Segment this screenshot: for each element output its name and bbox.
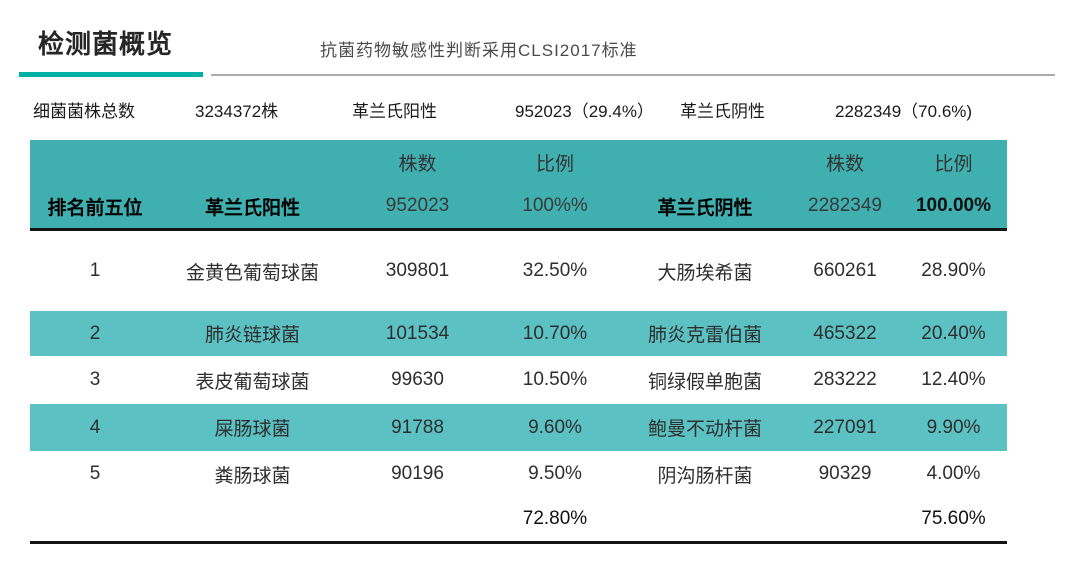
gn-ratio-cell: 28.90% bbox=[921, 260, 986, 281]
table-row-3: 3 表皮葡萄球菌 99630 10.50% 铜绿假单胞菌 283222 12.4… bbox=[30, 356, 1007, 404]
rank-cell: 4 bbox=[89, 416, 101, 438]
gn-ratio-cell: 20.40% bbox=[921, 322, 986, 344]
gn-count-column-label: 株数 bbox=[825, 153, 864, 175]
gn-count-cell: 465322 bbox=[813, 322, 877, 344]
gn-count-cell: 90329 bbox=[818, 463, 872, 484]
gp-ratio-cell: 10.70% bbox=[522, 322, 588, 344]
gp-ratio-cell: 10.50% bbox=[522, 369, 588, 390]
gn-name-cell: 阴沟肠杆菌 bbox=[657, 465, 753, 487]
rank-cell: 1 bbox=[89, 260, 101, 281]
gp-name-cell: 屎肠球菌 bbox=[214, 419, 291, 440]
gram-negative-total-count: 2282349 bbox=[808, 195, 882, 216]
summary-gram-negative-value: 2282349（70.6%) bbox=[835, 102, 973, 121]
summary-gram-negative-label: 革兰氏阴性 bbox=[680, 102, 765, 121]
table-row-5: 5 粪肠球菌 90196 9.50% 阴沟肠杆菌 90329 4.00% bbox=[30, 451, 1007, 497]
summary-total-label: 细菌菌株总数 bbox=[33, 102, 135, 121]
gn-count-cell: 660261 bbox=[813, 260, 877, 281]
table-header-row-labels: 株数 比例 株数 比例 bbox=[30, 140, 1007, 184]
table-header-row-totals: 排名前五位 革兰氏阳性 952023 100%% 革兰氏阴性 2282349 1… bbox=[30, 184, 1007, 228]
summary-gram-positive-label: 革兰氏阳性 bbox=[352, 102, 437, 121]
gp-name-cell: 金黄色葡萄球菌 bbox=[185, 262, 319, 284]
table-header: 株数 比例 株数 比例 排名前五位 革兰氏阳性 952023 100%% 革兰氏… bbox=[30, 140, 1007, 231]
gn-name-cell: 鲍曼不动杆菌 bbox=[647, 419, 762, 440]
table-row-1: 1 金黄色葡萄球菌 309801 32.50% 大肠埃希菌 660261 28.… bbox=[30, 231, 1007, 311]
gram-positive-total-ratio: 100%% bbox=[522, 195, 588, 216]
gp-count-cell: 91788 bbox=[391, 416, 444, 438]
gn-ratio-cell: 4.00% bbox=[926, 463, 981, 484]
top5-bacteria-table: 株数 比例 株数 比例 排名前五位 革兰氏阳性 952023 100%% 革兰氏… bbox=[30, 140, 1007, 544]
gp-ratio-column-label: 比例 bbox=[535, 153, 574, 175]
gp-ratio-cell: 9.50% bbox=[528, 463, 582, 484]
gp-count-cell: 99630 bbox=[391, 369, 444, 390]
gp-count-cell: 101534 bbox=[385, 322, 450, 344]
page-title: 检测菌概览 bbox=[38, 29, 174, 59]
header-divider-line bbox=[211, 74, 1055, 76]
gp-ratio-cell: 32.50% bbox=[522, 260, 588, 281]
gn-count-cell: 227091 bbox=[813, 416, 877, 438]
gn-name-cell: 大肠埃希菌 bbox=[657, 262, 753, 284]
gp-name-cell: 表皮葡萄球菌 bbox=[195, 371, 310, 393]
title-accent-bar bbox=[19, 72, 203, 77]
gp-name-cell: 粪肠球菌 bbox=[214, 465, 291, 487]
summary-gram-positive-value: 952023（29.4%） bbox=[515, 102, 654, 121]
gn-ratio-column-label: 比例 bbox=[934, 153, 973, 175]
gn-ratio-cell: 12.40% bbox=[921, 369, 986, 390]
rank-column-label: 排名前五位 bbox=[47, 197, 143, 219]
gn-count-cell: 283222 bbox=[813, 369, 877, 390]
gn-name-cell: 铜绿假单胞菌 bbox=[647, 371, 762, 393]
gp-count-column-label: 株数 bbox=[398, 153, 437, 175]
gram-negative-total-ratio: 100.00% bbox=[915, 195, 991, 216]
rank-cell: 2 bbox=[89, 322, 101, 344]
rank-cell: 5 bbox=[89, 463, 101, 484]
summary-total-value: 3234372株 bbox=[195, 102, 279, 121]
gn-ratio-sum-cell: 75.60% bbox=[921, 508, 986, 529]
gn-ratio-cell: 9.90% bbox=[926, 416, 981, 438]
gram-negative-group-label: 革兰氏阴性 bbox=[657, 197, 753, 219]
rank-cell: 3 bbox=[89, 369, 101, 390]
gp-ratio-sum-cell: 72.80% bbox=[522, 508, 588, 529]
gp-name-cell: 肺炎链球菌 bbox=[204, 325, 300, 346]
gp-ratio-cell: 9.60% bbox=[528, 416, 582, 438]
page-subtitle: 抗菌药物敏感性判断采用CLSI2017标准 bbox=[320, 41, 638, 60]
gp-count-cell: 90196 bbox=[391, 463, 444, 484]
table-row-4: 4 屎肠球菌 91788 9.60% 鲍曼不动杆菌 227091 9.90% bbox=[30, 404, 1007, 451]
table-footer-row: 72.80% 75.60% bbox=[30, 497, 1007, 544]
gram-positive-group-label: 革兰氏阳性 bbox=[204, 197, 300, 219]
gp-count-cell: 309801 bbox=[385, 260, 450, 281]
gn-name-cell: 肺炎克雷伯菌 bbox=[647, 325, 762, 346]
table-row-2: 2 肺炎链球菌 101534 10.70% 肺炎克雷伯菌 465322 20.4… bbox=[30, 311, 1007, 356]
gram-positive-total-count: 952023 bbox=[385, 195, 450, 216]
